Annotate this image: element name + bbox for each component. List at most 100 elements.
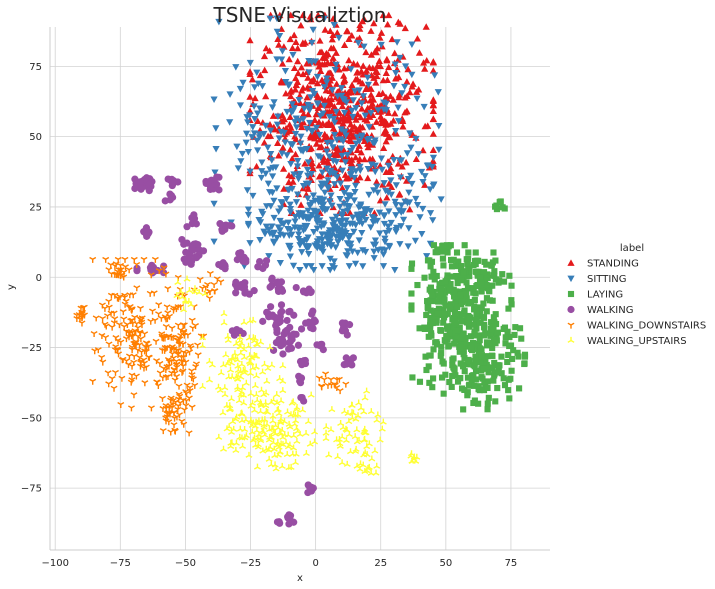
data-point (367, 224, 375, 231)
data-point (367, 27, 375, 34)
data-point (405, 189, 413, 197)
data-point (110, 385, 118, 392)
data-point (166, 196, 174, 204)
data-point (266, 343, 274, 350)
data-point (401, 108, 409, 116)
data-point (246, 240, 254, 247)
data-point (321, 207, 329, 215)
data-point (246, 168, 254, 176)
data-point (322, 429, 330, 436)
data-point (328, 35, 336, 43)
data-point (397, 209, 405, 216)
data-point (171, 370, 179, 377)
data-point (318, 263, 326, 270)
data-point (108, 375, 116, 382)
data-point (373, 183, 381, 191)
data-point (269, 424, 277, 431)
data-point (505, 305, 512, 312)
data-point (398, 163, 406, 170)
data-point (151, 256, 159, 263)
data-point (215, 173, 223, 181)
data-point (488, 261, 495, 268)
data-point (429, 101, 437, 109)
y-tick-label: 25 (29, 202, 42, 213)
data-point (142, 349, 150, 356)
data-point (339, 138, 347, 145)
data-point (159, 405, 167, 412)
data-point (393, 224, 401, 232)
data-point (256, 257, 264, 266)
data-point (341, 115, 349, 123)
data-point (182, 248, 190, 256)
data-point (185, 430, 193, 437)
data-point (465, 249, 472, 256)
data-point (479, 375, 486, 382)
data-point (315, 131, 324, 139)
data-point (426, 379, 433, 386)
data-point (470, 321, 477, 328)
data-point (172, 362, 180, 369)
data-point (350, 197, 358, 204)
data-point (357, 148, 365, 156)
data-point (464, 389, 471, 396)
data-point (451, 365, 458, 372)
data-point (276, 519, 284, 527)
data-point (105, 267, 113, 274)
data-point (349, 113, 357, 121)
data-point (105, 381, 113, 388)
data-point (477, 307, 484, 314)
data-point (354, 68, 362, 76)
data-point (170, 422, 178, 429)
series-walking-downstairs (73, 256, 350, 437)
data-point (279, 377, 287, 384)
data-point (383, 55, 391, 63)
data-point (179, 368, 187, 375)
data-point (258, 416, 266, 423)
data-point (283, 152, 291, 159)
data-point (504, 328, 511, 335)
data-point (188, 317, 196, 324)
data-point (389, 96, 397, 103)
data-point (305, 58, 313, 65)
data-point (111, 347, 119, 354)
data-point (250, 103, 258, 110)
data-point (125, 267, 133, 274)
data-point (192, 361, 200, 368)
data-point (477, 274, 484, 281)
data-point (202, 179, 210, 187)
data-point (472, 342, 480, 349)
data-point (465, 356, 472, 363)
data-point (437, 196, 445, 203)
data-point (391, 61, 399, 68)
data-point (251, 84, 259, 91)
data-point (309, 318, 317, 327)
data-point (180, 421, 188, 428)
data-point (458, 385, 466, 392)
data-point (253, 110, 262, 117)
data-point (306, 132, 315, 139)
data-point (421, 65, 429, 72)
data-point (277, 199, 285, 206)
data-point (343, 196, 352, 204)
data-point (278, 60, 287, 67)
x-tick-label: 50 (439, 558, 452, 569)
data-point (377, 29, 386, 36)
data-point (398, 90, 406, 97)
data-point (248, 134, 256, 141)
data-point (372, 118, 381, 125)
data-point (333, 174, 341, 181)
data-point (282, 79, 290, 86)
data-point (292, 450, 300, 457)
data-point (425, 363, 432, 370)
data-point (408, 290, 415, 297)
data-point (387, 168, 395, 175)
data-point (256, 105, 264, 112)
data-point (206, 185, 214, 193)
data-point (379, 89, 387, 97)
data-point (338, 152, 346, 160)
data-point (252, 162, 261, 170)
data-point (470, 285, 477, 292)
data-point (396, 20, 404, 27)
data-point (166, 190, 174, 198)
legend-entry-label: WALKING (587, 305, 634, 316)
